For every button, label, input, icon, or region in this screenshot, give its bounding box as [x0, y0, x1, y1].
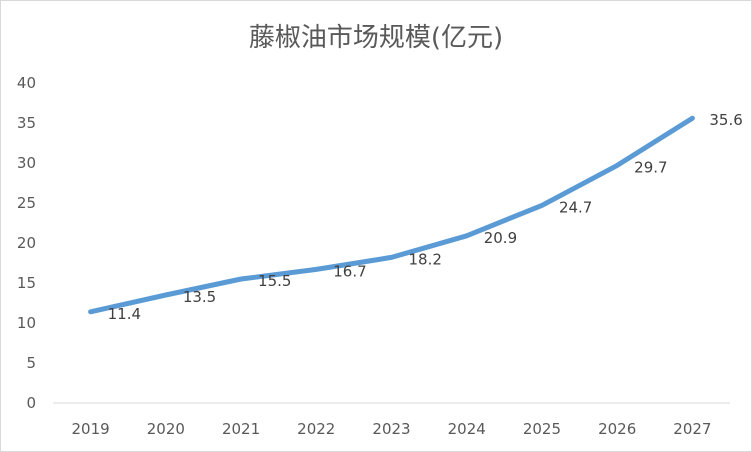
y-tick-label: 35	[17, 114, 36, 132]
x-tick-label: 2025	[523, 420, 561, 438]
x-tick-label: 2021	[222, 420, 260, 438]
data-label: 18.2	[409, 250, 442, 268]
y-tick-label: 20	[17, 234, 36, 252]
data-label: 13.5	[183, 288, 216, 306]
x-tick-label: 2020	[147, 420, 185, 438]
chart-title: 藤椒油市场规模(亿元)	[248, 23, 504, 53]
x-tick-label: 2023	[372, 420, 410, 438]
y-tick-label: 15	[17, 274, 36, 292]
y-tick-label: 0	[26, 394, 36, 412]
data-label: 16.7	[333, 262, 366, 280]
data-label: 35.6	[709, 111, 742, 129]
data-label: 24.7	[559, 198, 592, 216]
x-tick-label: 2027	[673, 420, 711, 438]
x-tick-label: 2024	[448, 420, 486, 438]
series-line	[88, 115, 695, 315]
y-tick-label: 30	[17, 154, 36, 172]
data-label: 20.9	[484, 229, 517, 247]
y-tick-label: 25	[17, 194, 36, 212]
data-label: 11.4	[108, 305, 141, 323]
y-tick-label: 5	[26, 354, 36, 372]
data-label: 15.5	[258, 272, 291, 290]
x-tick-label: 2026	[598, 420, 636, 438]
y-tick-label: 10	[17, 314, 36, 332]
y-tick-label: 40	[17, 74, 36, 92]
x-tick-label: 2019	[72, 420, 110, 438]
data-label: 29.7	[634, 158, 667, 176]
x-tick-label: 2022	[297, 420, 335, 438]
